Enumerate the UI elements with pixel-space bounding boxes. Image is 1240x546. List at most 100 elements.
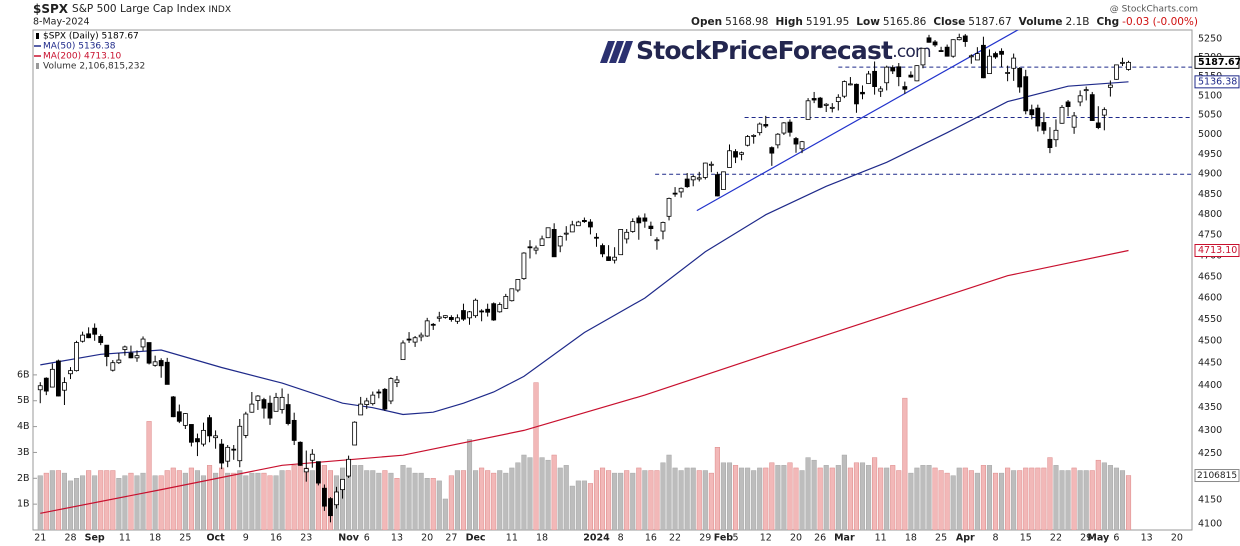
candle-body <box>1065 101 1071 107</box>
volume-bar <box>340 467 346 530</box>
volume-bar <box>702 470 708 530</box>
x-tick-label: 6 <box>1113 533 1119 544</box>
candle-body <box>950 39 956 57</box>
volume-bar <box>1023 467 1029 530</box>
candle-body <box>340 478 345 491</box>
price-tag <box>1194 55 1240 69</box>
candle-body <box>690 176 696 181</box>
volume-bar <box>497 470 503 530</box>
x-tick-label: 29 <box>699 533 711 544</box>
watermark: StockPriceForecast.com <box>600 36 932 65</box>
candle-body <box>618 229 624 256</box>
volume-bar <box>859 462 866 530</box>
candle-body <box>551 229 557 258</box>
candle-body <box>1089 94 1095 121</box>
candle-body <box>987 55 992 75</box>
stat-label: Volume <box>1019 16 1063 28</box>
header: $SPX S&P 500 Large Cap Index INDX 8-May-20… <box>33 2 1198 29</box>
y-tick-label: 4600 <box>1198 293 1222 304</box>
volume-bar <box>896 470 902 530</box>
volume-bar <box>503 472 509 530</box>
candle-body <box>563 232 569 235</box>
volume-bar <box>158 475 164 530</box>
price-tag-label: 5136.38 <box>1198 76 1237 87</box>
x-tick-label: Feb <box>714 533 734 544</box>
volume-bar <box>974 472 980 530</box>
candle-body <box>896 66 902 78</box>
legend-icon <box>36 33 39 39</box>
y2-tick-label: 1B <box>17 499 30 510</box>
volume-bar <box>920 465 926 530</box>
candle-body <box>430 323 436 326</box>
volume-bar <box>273 475 279 530</box>
candle-body <box>666 197 672 217</box>
volume-bar <box>581 480 587 530</box>
candle-body <box>388 378 394 402</box>
candle-body <box>225 446 231 462</box>
candle-body <box>146 342 152 364</box>
volume-bar <box>1029 467 1035 530</box>
candle-body <box>1107 84 1113 88</box>
x-tick-label: 18 <box>905 533 917 544</box>
volume-bar <box>1065 470 1071 530</box>
volume-bar <box>98 470 104 530</box>
volume-bar <box>557 467 563 530</box>
candle-body <box>714 174 720 197</box>
candle-body <box>648 225 654 230</box>
candle-body <box>781 122 787 134</box>
volume-bar <box>521 454 527 530</box>
volume-bar <box>660 462 666 530</box>
volume-bar <box>1017 470 1023 530</box>
y2-tick-label: 6B <box>17 369 30 380</box>
candle-body <box>237 425 243 462</box>
candle-body <box>424 320 430 337</box>
volume-bar <box>406 467 412 530</box>
volume-bar <box>1059 470 1065 530</box>
legend-icon <box>36 63 39 69</box>
moving-average <box>40 249 1129 514</box>
symbol: $SPX <box>33 2 69 16</box>
candle-body <box>49 368 55 388</box>
candle-body <box>678 187 684 193</box>
volume-tag <box>1194 469 1240 483</box>
y2-tick-label: 4B <box>17 421 30 432</box>
x-tick-label: 8 <box>992 533 998 544</box>
volume-bar <box>73 478 80 530</box>
volume-bar <box>563 465 569 530</box>
candle-body <box>745 136 751 146</box>
candle-body <box>128 352 134 359</box>
candle-body <box>654 239 660 242</box>
candle-body <box>878 88 884 92</box>
candle-body <box>382 388 388 410</box>
candle-body <box>412 337 418 343</box>
candle-body <box>43 377 49 392</box>
candle-body <box>606 256 611 261</box>
plot-frame <box>32 29 1193 531</box>
volume-bar <box>424 478 430 530</box>
candle-body <box>1095 122 1101 128</box>
candle-body <box>956 37 962 41</box>
volume-bar <box>787 462 793 530</box>
volume-bar <box>726 462 733 530</box>
volume-bar <box>255 472 261 530</box>
candle-body <box>727 150 732 168</box>
volume-bar <box>1071 467 1077 530</box>
volume-bar <box>261 472 267 530</box>
candle-body <box>581 219 587 223</box>
candle-body <box>116 359 122 364</box>
volume-bar <box>515 462 521 530</box>
x-tick-label: 29 <box>1080 533 1092 544</box>
candle-body <box>110 362 116 371</box>
candle-body <box>394 379 400 384</box>
volume-bar <box>116 478 122 530</box>
volume-bar <box>37 475 43 530</box>
volume-bar <box>672 467 678 530</box>
candle-body <box>315 461 321 484</box>
candle-body <box>68 370 73 375</box>
volume-bar <box>370 470 376 530</box>
candle-body <box>509 288 515 302</box>
candle-body <box>461 310 466 320</box>
candle-body <box>799 141 805 150</box>
volume-bar <box>1053 465 1059 530</box>
y-tick-label: 4300 <box>1198 425 1222 436</box>
